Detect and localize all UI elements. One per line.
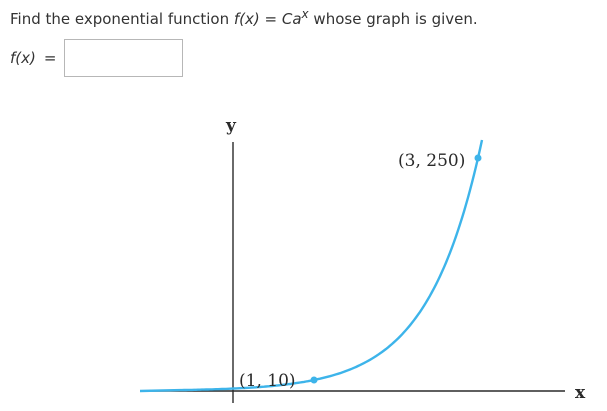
question-exponent: x [301,7,309,21]
point-label-1-10: (1, 10) [239,371,296,391]
point-label-3-250: (3, 250) [398,151,465,171]
question-equals: = [259,10,282,28]
x-axis-label: x [575,383,586,403]
question-text: Find the exponential function f(x) = Cax… [10,7,478,29]
answer-equals: = [43,49,57,67]
answer-row: f(x) = [10,37,184,79]
question-fx: f(x) [233,10,260,28]
question-prefix: Find the exponential function [10,10,234,28]
question-suffix: whose graph is given. [308,10,478,28]
y-axis-label: y [225,116,237,136]
answer-input[interactable] [64,39,184,77]
exponential-curve [139,139,484,393]
answer-label: f(x) [10,49,36,67]
point-marker-3-250 [474,154,482,162]
question-coef: Ca [281,10,302,28]
exponential-graph: y x (1, 10) (3, 250) [139,116,586,403]
point-marker-1-10 [310,376,318,384]
